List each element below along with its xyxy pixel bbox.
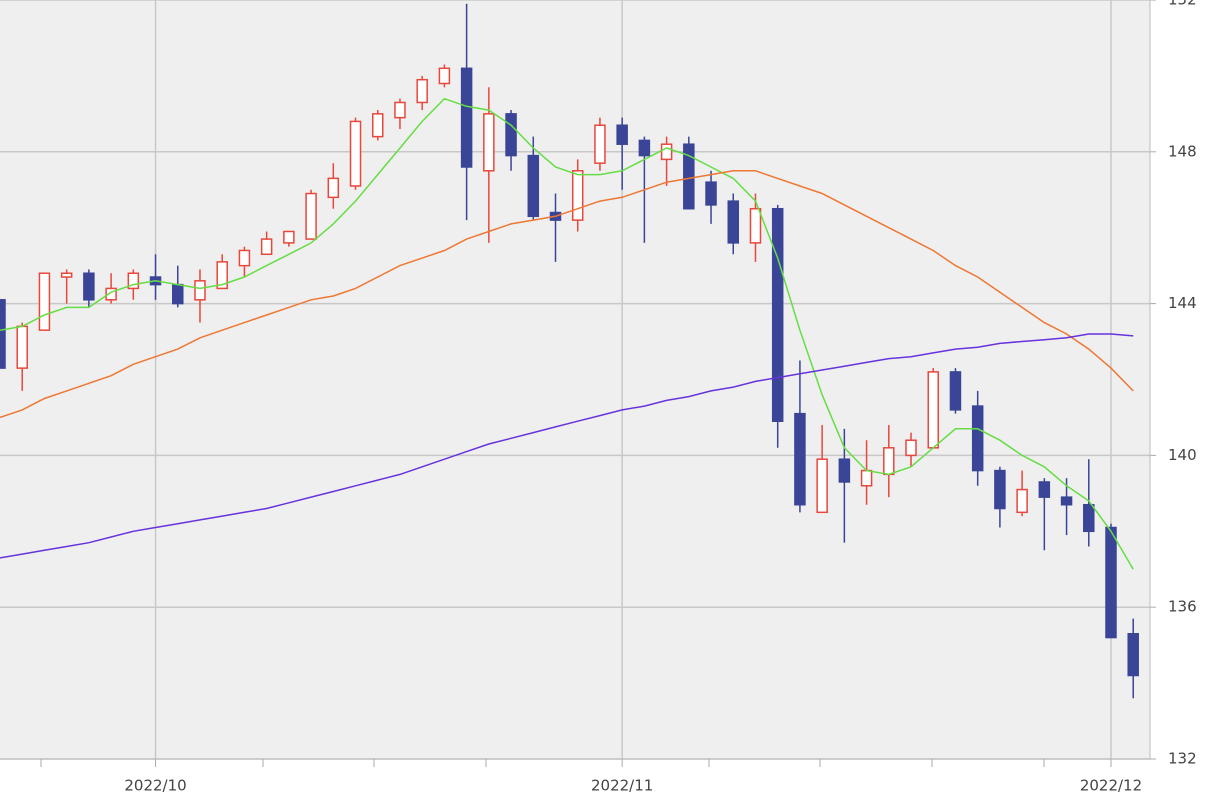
- candle-body-up: [571, 170, 584, 221]
- week-ticks: [40, 759, 1045, 767]
- x-tick-label: 2022/12: [1080, 777, 1142, 795]
- candle-body-up: [349, 120, 362, 187]
- candle-body-down: [527, 154, 540, 218]
- candle-body-down: [616, 124, 628, 145]
- candle-body-down: [638, 139, 651, 157]
- candle-body-down: [172, 283, 184, 305]
- candle-body-down: [971, 405, 984, 472]
- candle-body-up: [483, 113, 495, 172]
- x-tick-label: 2022/11: [591, 777, 653, 795]
- candle-body-up: [105, 287, 117, 301]
- candle-body-up: [860, 469, 873, 487]
- candle-body-up: [438, 67, 451, 85]
- candle-body-down: [949, 371, 962, 411]
- candle-body-down: [994, 469, 1006, 510]
- candle-body-down: [1127, 633, 1139, 677]
- candle-body-down: [705, 181, 717, 206]
- candle-body-up: [749, 207, 762, 244]
- y-tick-label: 136: [1168, 598, 1197, 616]
- candle-body-up: [594, 124, 606, 164]
- candle-body-up: [127, 272, 140, 290]
- y-tick-label: 144: [1168, 294, 1197, 312]
- plot-area: [0, 3, 1139, 699]
- candle-body-up: [1016, 488, 1028, 514]
- grid: [0, 0, 1156, 767]
- candle-body-down: [794, 412, 806, 506]
- y-tick-label: 148: [1168, 142, 1197, 160]
- candle-body-up: [238, 249, 251, 267]
- candle-body-up: [927, 371, 939, 449]
- candle-body-up: [816, 458, 828, 514]
- moving-average-line: [0, 333, 1134, 559]
- candle-body-up: [60, 272, 73, 278]
- candle-body-down: [505, 113, 517, 157]
- labels: 132 136 140 144 148 152 2022/10 2022/11 2022/12: [124, 0, 1196, 795]
- candle-body-up: [16, 325, 28, 369]
- x-tick-label: 2022/10: [124, 777, 186, 795]
- candle-body-down: [771, 207, 784, 422]
- candle-body-up: [216, 261, 228, 290]
- candle-body-down: [683, 143, 695, 210]
- candle-body-up: [371, 113, 384, 138]
- candle-body-up: [327, 177, 340, 199]
- plot-background: [0, 0, 1150, 759]
- moving-average-line: [0, 170, 1134, 419]
- candle-body-down: [0, 299, 6, 369]
- candle-body-down: [460, 67, 473, 168]
- candle-body-up: [416, 78, 428, 104]
- candle-body-up: [38, 272, 51, 331]
- candle-body-down: [1105, 526, 1117, 639]
- candle-body-down: [838, 458, 851, 483]
- y-tick-label: 132: [1168, 750, 1197, 768]
- candle-body-up: [660, 143, 673, 161]
- moving-average-line: [0, 97, 1134, 570]
- candle-body-down: [1038, 481, 1051, 498]
- y-tick-label: 152: [1168, 0, 1197, 9]
- candle-body-up: [194, 280, 206, 301]
- candle-body-down: [727, 200, 740, 244]
- candle-body-up: [883, 447, 895, 476]
- candle-body-up: [283, 230, 295, 244]
- candle-body-down: [83, 272, 95, 301]
- candle-body-up: [260, 238, 273, 256]
- candle-body-up: [305, 192, 317, 240]
- candle-body-up: [394, 101, 406, 119]
- candle-body-down: [1083, 503, 1095, 533]
- candle-body-up: [905, 439, 917, 457]
- candle-body-down: [1060, 496, 1073, 506]
- y-tick-label: 140: [1168, 446, 1197, 464]
